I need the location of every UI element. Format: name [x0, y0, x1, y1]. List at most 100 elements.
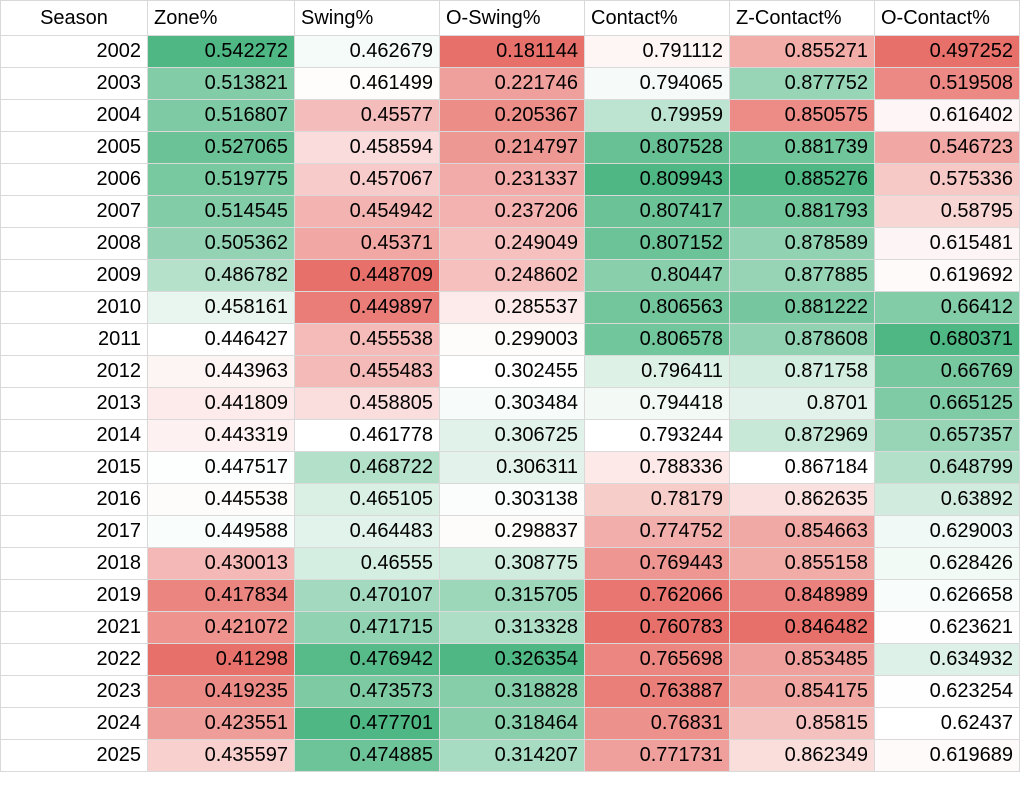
- cell-o-contact-pct[interactable]: 0.623621: [874, 611, 1020, 644]
- cell-z-contact-pct[interactable]: 0.867184: [729, 451, 875, 484]
- cell-zone-pct[interactable]: 0.513821: [147, 67, 295, 100]
- cell-swing-pct[interactable]: 0.457067: [294, 163, 440, 196]
- cell-zone-pct[interactable]: 0.542272: [147, 35, 295, 68]
- cell-season[interactable]: 2005: [0, 131, 148, 164]
- cell-zone-pct[interactable]: 0.435597: [147, 739, 295, 772]
- cell-swing-pct[interactable]: 0.449897: [294, 291, 440, 324]
- cell-swing-pct[interactable]: 0.470107: [294, 579, 440, 612]
- cell-swing-pct[interactable]: 0.455483: [294, 355, 440, 388]
- cell-o-swing-pct[interactable]: 0.302455: [439, 355, 585, 388]
- cell-swing-pct[interactable]: 0.462679: [294, 35, 440, 68]
- cell-contact-pct[interactable]: 0.807417: [584, 195, 730, 228]
- cell-z-contact-pct[interactable]: 0.846482: [729, 611, 875, 644]
- cell-swing-pct[interactable]: 0.46555: [294, 547, 440, 580]
- cell-o-contact-pct[interactable]: 0.628426: [874, 547, 1020, 580]
- cell-o-contact-pct[interactable]: 0.497252: [874, 35, 1020, 68]
- cell-o-swing-pct[interactable]: 0.248602: [439, 259, 585, 292]
- cell-o-contact-pct[interactable]: 0.619692: [874, 259, 1020, 292]
- cell-season[interactable]: 2024: [0, 707, 148, 740]
- cell-z-contact-pct[interactable]: 0.862349: [729, 739, 875, 772]
- cell-zone-pct[interactable]: 0.417834: [147, 579, 295, 612]
- cell-zone-pct[interactable]: 0.41298: [147, 643, 295, 676]
- header-swing-pct[interactable]: Swing%: [294, 0, 440, 36]
- cell-zone-pct[interactable]: 0.445538: [147, 483, 295, 516]
- cell-season[interactable]: 2018: [0, 547, 148, 580]
- cell-zone-pct[interactable]: 0.443963: [147, 355, 295, 388]
- cell-swing-pct[interactable]: 0.474885: [294, 739, 440, 772]
- cell-zone-pct[interactable]: 0.519775: [147, 163, 295, 196]
- cell-zone-pct[interactable]: 0.516807: [147, 99, 295, 132]
- cell-contact-pct[interactable]: 0.79959: [584, 99, 730, 132]
- cell-o-swing-pct[interactable]: 0.205367: [439, 99, 585, 132]
- cell-zone-pct[interactable]: 0.447517: [147, 451, 295, 484]
- cell-z-contact-pct[interactable]: 0.872969: [729, 419, 875, 452]
- cell-o-swing-pct[interactable]: 0.298837: [439, 515, 585, 548]
- cell-season[interactable]: 2011: [0, 323, 148, 356]
- cell-contact-pct[interactable]: 0.763887: [584, 675, 730, 708]
- cell-swing-pct[interactable]: 0.461499: [294, 67, 440, 100]
- cell-season[interactable]: 2002: [0, 35, 148, 68]
- header-o-contact-pct[interactable]: O-Contact%: [874, 0, 1020, 36]
- cell-zone-pct[interactable]: 0.443319: [147, 419, 295, 452]
- cell-swing-pct[interactable]: 0.448709: [294, 259, 440, 292]
- cell-contact-pct[interactable]: 0.796411: [584, 355, 730, 388]
- cell-o-swing-pct[interactable]: 0.249049: [439, 227, 585, 260]
- cell-o-swing-pct[interactable]: 0.181144: [439, 35, 585, 68]
- cell-zone-pct[interactable]: 0.486782: [147, 259, 295, 292]
- cell-o-contact-pct[interactable]: 0.519508: [874, 67, 1020, 100]
- cell-contact-pct[interactable]: 0.760783: [584, 611, 730, 644]
- cell-o-contact-pct[interactable]: 0.66769: [874, 355, 1020, 388]
- cell-o-contact-pct[interactable]: 0.648799: [874, 451, 1020, 484]
- cell-contact-pct[interactable]: 0.771731: [584, 739, 730, 772]
- cell-z-contact-pct[interactable]: 0.8701: [729, 387, 875, 420]
- cell-o-contact-pct[interactable]: 0.615481: [874, 227, 1020, 260]
- cell-season[interactable]: 2007: [0, 195, 148, 228]
- cell-o-contact-pct[interactable]: 0.62437: [874, 707, 1020, 740]
- cell-season[interactable]: 2021: [0, 611, 148, 644]
- cell-o-swing-pct[interactable]: 0.237206: [439, 195, 585, 228]
- cell-o-contact-pct[interactable]: 0.665125: [874, 387, 1020, 420]
- cell-zone-pct[interactable]: 0.514545: [147, 195, 295, 228]
- cell-zone-pct[interactable]: 0.430013: [147, 547, 295, 580]
- cell-season[interactable]: 2022: [0, 643, 148, 676]
- cell-o-contact-pct[interactable]: 0.546723: [874, 131, 1020, 164]
- cell-zone-pct[interactable]: 0.458161: [147, 291, 295, 324]
- cell-z-contact-pct[interactable]: 0.854663: [729, 515, 875, 548]
- cell-o-contact-pct[interactable]: 0.66412: [874, 291, 1020, 324]
- cell-swing-pct[interactable]: 0.455538: [294, 323, 440, 356]
- cell-o-contact-pct[interactable]: 0.680371: [874, 323, 1020, 356]
- cell-contact-pct[interactable]: 0.80447: [584, 259, 730, 292]
- cell-zone-pct[interactable]: 0.441809: [147, 387, 295, 420]
- cell-o-contact-pct[interactable]: 0.575336: [874, 163, 1020, 196]
- cell-contact-pct[interactable]: 0.806578: [584, 323, 730, 356]
- cell-z-contact-pct[interactable]: 0.878608: [729, 323, 875, 356]
- cell-contact-pct[interactable]: 0.794418: [584, 387, 730, 420]
- cell-o-contact-pct[interactable]: 0.616402: [874, 99, 1020, 132]
- cell-contact-pct[interactable]: 0.809943: [584, 163, 730, 196]
- cell-season[interactable]: 2019: [0, 579, 148, 612]
- cell-season[interactable]: 2009: [0, 259, 148, 292]
- cell-swing-pct[interactable]: 0.465105: [294, 483, 440, 516]
- cell-zone-pct[interactable]: 0.446427: [147, 323, 295, 356]
- cell-o-contact-pct[interactable]: 0.629003: [874, 515, 1020, 548]
- cell-season[interactable]: 2008: [0, 227, 148, 260]
- header-season[interactable]: Season: [0, 0, 148, 36]
- cell-zone-pct[interactable]: 0.449588: [147, 515, 295, 548]
- cell-o-swing-pct[interactable]: 0.318464: [439, 707, 585, 740]
- cell-contact-pct[interactable]: 0.769443: [584, 547, 730, 580]
- cell-contact-pct[interactable]: 0.76831: [584, 707, 730, 740]
- cell-contact-pct[interactable]: 0.791112: [584, 35, 730, 68]
- cell-o-swing-pct[interactable]: 0.306725: [439, 419, 585, 452]
- cell-z-contact-pct[interactable]: 0.881739: [729, 131, 875, 164]
- header-o-swing-pct[interactable]: O-Swing%: [439, 0, 585, 36]
- cell-o-contact-pct[interactable]: 0.657357: [874, 419, 1020, 452]
- cell-contact-pct[interactable]: 0.807152: [584, 227, 730, 260]
- cell-contact-pct[interactable]: 0.788336: [584, 451, 730, 484]
- cell-o-swing-pct[interactable]: 0.318828: [439, 675, 585, 708]
- cell-o-contact-pct[interactable]: 0.58795: [874, 195, 1020, 228]
- cell-contact-pct[interactable]: 0.762066: [584, 579, 730, 612]
- cell-season[interactable]: 2023: [0, 675, 148, 708]
- cell-contact-pct[interactable]: 0.774752: [584, 515, 730, 548]
- cell-o-swing-pct[interactable]: 0.314207: [439, 739, 585, 772]
- cell-o-swing-pct[interactable]: 0.221746: [439, 67, 585, 100]
